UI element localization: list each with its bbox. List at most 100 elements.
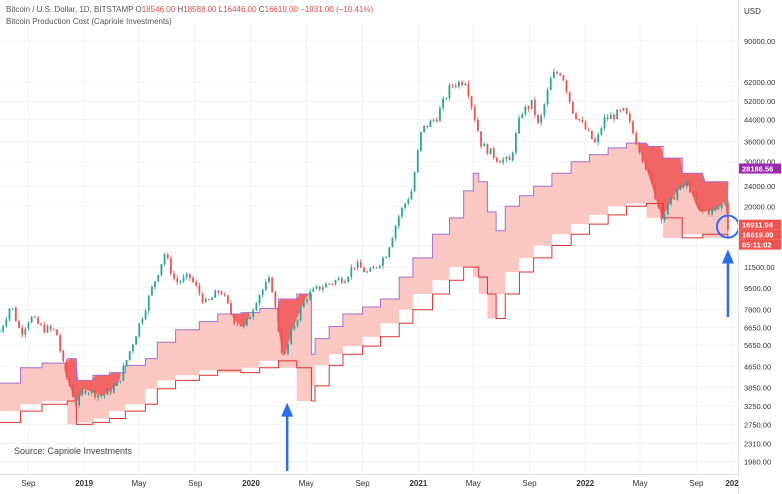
- candle-body: [391, 238, 394, 248]
- candle-body: [638, 144, 641, 153]
- candle-body: [625, 108, 628, 114]
- candle-body: [632, 121, 634, 133]
- candle-body: [78, 394, 81, 406]
- candle-body: [641, 152, 644, 162]
- price-series: [0, 68, 729, 409]
- candle-body: [711, 208, 714, 215]
- candle-body: [559, 73, 562, 76]
- candle-body: [11, 307, 14, 309]
- candle-body: [122, 365, 125, 381]
- ohlc-o-value: 18546.00: [141, 5, 176, 14]
- price-label: 16911.94: [742, 221, 774, 230]
- y-tick-label: 5650.00: [744, 341, 771, 350]
- ohlc-h: H18588.00: [175, 5, 217, 14]
- candle-body: [239, 324, 242, 327]
- candle-body: [94, 389, 96, 398]
- candle-body: [416, 150, 419, 173]
- candle-body: [116, 381, 119, 386]
- candle-body: [720, 204, 723, 209]
- candle-body: [439, 108, 441, 122]
- candle-body: [217, 290, 220, 293]
- candle-body: [708, 210, 710, 215]
- candle-body: [21, 327, 24, 335]
- ohlc-l: L16446.00: [216, 5, 257, 14]
- price-label-box: [739, 229, 781, 240]
- candle-body: [0, 331, 1, 333]
- candle-body: [84, 390, 87, 394]
- candle-body: [594, 139, 596, 143]
- candle-body: [590, 130, 593, 140]
- candle-body: [458, 81, 460, 87]
- candle-body: [306, 299, 308, 302]
- candle-body: [214, 290, 217, 298]
- candle-body: [609, 114, 612, 119]
- candle-body: [663, 214, 666, 221]
- ohlc-h-value: 18588.00: [183, 5, 217, 14]
- candle-body: [154, 281, 156, 287]
- change-value: −1931.00 (−10.41%): [300, 5, 374, 14]
- candle-body: [350, 267, 353, 277]
- candle-body: [340, 278, 343, 283]
- candle-body: [163, 254, 166, 265]
- candle-body: [666, 204, 669, 215]
- candle-body: [546, 90, 549, 105]
- candle-body: [628, 113, 631, 122]
- candle-body: [46, 326, 49, 333]
- candle-body: [37, 317, 39, 324]
- candle-body: [207, 299, 210, 300]
- candle-body: [147, 295, 150, 311]
- x-tick-label: 2019: [75, 479, 93, 488]
- candle-body: [372, 267, 375, 269]
- candle-body: [179, 281, 182, 283]
- candle-body: [201, 293, 204, 303]
- symbol-title: Bitcoin / U.S. Dollar, 1D, BITSTAMP: [6, 5, 134, 14]
- candle-body: [552, 71, 555, 79]
- x-tick-label: Sep: [21, 479, 36, 488]
- candle-body: [676, 189, 679, 200]
- candle-body: [401, 207, 403, 217]
- y-tick-label: 9500.00: [744, 284, 771, 293]
- candle-body: [62, 350, 65, 362]
- candle-body: [173, 273, 175, 279]
- candle-body: [318, 286, 321, 290]
- candle-body: [524, 106, 527, 115]
- x-tick-label: Sep: [522, 479, 537, 488]
- candle-body: [135, 336, 137, 345]
- candle-body: [132, 344, 134, 352]
- candle-body: [236, 323, 239, 325]
- candle-body: [473, 107, 476, 120]
- y-tick-label: 2750.00: [744, 420, 771, 429]
- candle-body: [252, 310, 255, 318]
- candle-body: [698, 204, 701, 210]
- y-tick-label: 6650.00: [744, 323, 771, 332]
- candle-body: [188, 273, 191, 278]
- candle-body: [420, 131, 422, 151]
- candle-body: [211, 297, 213, 300]
- y-axis: 90000.00 62000.00 52000.00 44000.00 36000.00…: [744, 37, 775, 467]
- x-tick-label: May: [466, 479, 481, 488]
- candle-body: [106, 388, 109, 395]
- candle-body: [540, 115, 543, 123]
- candle-body: [527, 106, 530, 109]
- candle-body: [325, 283, 327, 288]
- y-tick-label: 2310.00: [744, 439, 771, 448]
- candle-body: [723, 203, 726, 205]
- candle-body: [119, 380, 122, 382]
- candle-body: [489, 148, 492, 155]
- candle-body: [24, 328, 27, 335]
- candle-body: [689, 182, 691, 193]
- candle-body: [302, 301, 305, 308]
- candle-body: [543, 104, 546, 116]
- x-tick-label: Sep: [689, 479, 704, 488]
- y-tick-label: 11500.00: [744, 263, 775, 272]
- candle-body: [176, 278, 179, 283]
- candle-body: [448, 85, 451, 99]
- candle-body: [613, 114, 615, 120]
- candle-body: [714, 208, 717, 210]
- candle-body: [505, 156, 508, 160]
- candle-body: [49, 326, 52, 330]
- candle-body: [33, 316, 36, 318]
- candle-body: [556, 71, 558, 74]
- price-label: 28186.56: [742, 165, 773, 174]
